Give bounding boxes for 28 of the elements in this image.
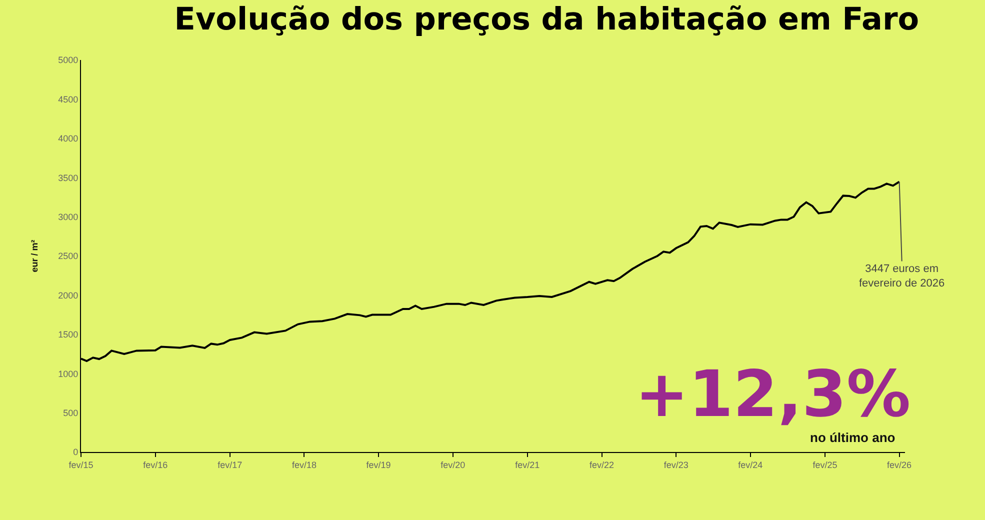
x-tick-label: fev/18 — [292, 460, 316, 470]
y-axis-title: eur / m² — [30, 240, 40, 272]
y-tick-label: 3000 — [58, 212, 78, 222]
y-tick-label: 4000 — [58, 134, 78, 144]
chart-title: Evolução dos preços da habitação em Faro — [174, 2, 920, 38]
x-tick-label: fev/22 — [589, 460, 614, 470]
y-tick-label: 1500 — [58, 330, 78, 340]
x-tick-label: fev/19 — [366, 460, 391, 470]
annotation: +12,3% — [635, 358, 911, 432]
y-tick-label: 1000 — [58, 368, 78, 379]
y-tick-label: 0 — [73, 447, 78, 458]
x-tick-label: fev/24 — [738, 460, 763, 470]
annotation: no último ano — [810, 430, 896, 445]
y-tick-label: 5000 — [58, 55, 78, 66]
y-tick-label: 2500 — [58, 251, 78, 262]
x-tick-label: fev/25 — [812, 460, 838, 470]
y-tick-label: 3500 — [58, 172, 78, 183]
x-tick-label: fev/17 — [218, 460, 242, 470]
x-tick-label: fev/23 — [664, 460, 688, 470]
x-tick-label: fev/20 — [440, 460, 466, 470]
annotation: 3447 euros em fevereiro de 2026 — [859, 263, 945, 290]
x-tick-label: fev/16 — [143, 460, 168, 470]
x-tick-label: fev/15 — [68, 460, 94, 470]
y-tick-label: 4500 — [58, 94, 78, 104]
x-tick-label: fev/21 — [515, 460, 540, 470]
x-tick-label: fev/26 — [887, 460, 912, 470]
y-tick-label: 2000 — [58, 290, 78, 300]
y-tick-label: 500 — [63, 408, 78, 418]
